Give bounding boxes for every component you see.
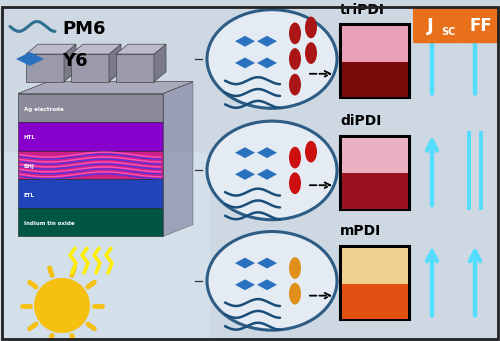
Ellipse shape [289, 74, 301, 95]
Text: BHJ: BHJ [24, 164, 35, 169]
Polygon shape [16, 52, 44, 66]
Polygon shape [64, 44, 76, 82]
Polygon shape [26, 44, 76, 54]
FancyBboxPatch shape [342, 27, 408, 62]
Text: PM6: PM6 [62, 20, 106, 39]
Polygon shape [257, 169, 277, 180]
Ellipse shape [207, 10, 337, 108]
Ellipse shape [289, 23, 301, 44]
Polygon shape [235, 147, 255, 158]
Polygon shape [235, 58, 255, 68]
Polygon shape [235, 258, 255, 268]
Ellipse shape [305, 42, 317, 64]
Polygon shape [116, 44, 166, 54]
FancyBboxPatch shape [342, 173, 408, 209]
FancyBboxPatch shape [342, 138, 408, 173]
Ellipse shape [289, 173, 301, 194]
FancyBboxPatch shape [340, 246, 410, 320]
Polygon shape [18, 122, 163, 151]
FancyBboxPatch shape [458, 8, 500, 43]
Ellipse shape [289, 48, 301, 70]
Polygon shape [235, 169, 255, 180]
Polygon shape [18, 93, 163, 122]
Text: J: J [427, 17, 434, 35]
Ellipse shape [207, 121, 337, 220]
Text: triPDI: triPDI [340, 3, 385, 17]
Polygon shape [235, 279, 255, 290]
Polygon shape [18, 208, 163, 236]
Ellipse shape [305, 141, 317, 163]
Polygon shape [235, 36, 255, 47]
Text: Indium tin oxide: Indium tin oxide [24, 221, 74, 226]
Text: diPDI: diPDI [340, 114, 382, 128]
Polygon shape [71, 44, 121, 54]
FancyBboxPatch shape [340, 136, 410, 210]
Text: Ag electrode: Ag electrode [24, 107, 64, 112]
Polygon shape [26, 54, 64, 82]
Text: ETL: ETL [24, 193, 35, 197]
Text: HTL: HTL [24, 135, 36, 140]
Polygon shape [18, 179, 163, 208]
Text: Y6: Y6 [62, 52, 88, 70]
FancyBboxPatch shape [0, 153, 210, 341]
Polygon shape [116, 54, 154, 82]
Ellipse shape [289, 147, 301, 168]
Polygon shape [257, 147, 277, 158]
Ellipse shape [289, 283, 301, 305]
FancyBboxPatch shape [413, 8, 459, 43]
Ellipse shape [305, 17, 317, 38]
Ellipse shape [289, 257, 301, 279]
Polygon shape [257, 58, 277, 68]
Polygon shape [18, 151, 163, 179]
Text: mPDI: mPDI [340, 224, 382, 238]
Text: SC: SC [441, 27, 456, 38]
Ellipse shape [207, 232, 337, 330]
Circle shape [34, 278, 90, 333]
Polygon shape [257, 258, 277, 268]
Polygon shape [154, 44, 166, 82]
FancyBboxPatch shape [342, 248, 408, 284]
Polygon shape [163, 82, 193, 236]
Polygon shape [109, 44, 121, 82]
Polygon shape [257, 36, 277, 47]
FancyBboxPatch shape [342, 62, 408, 98]
FancyBboxPatch shape [342, 284, 408, 319]
Polygon shape [18, 82, 193, 93]
Polygon shape [71, 54, 109, 82]
FancyBboxPatch shape [340, 25, 410, 99]
Text: FF: FF [470, 17, 492, 35]
Polygon shape [257, 279, 277, 290]
